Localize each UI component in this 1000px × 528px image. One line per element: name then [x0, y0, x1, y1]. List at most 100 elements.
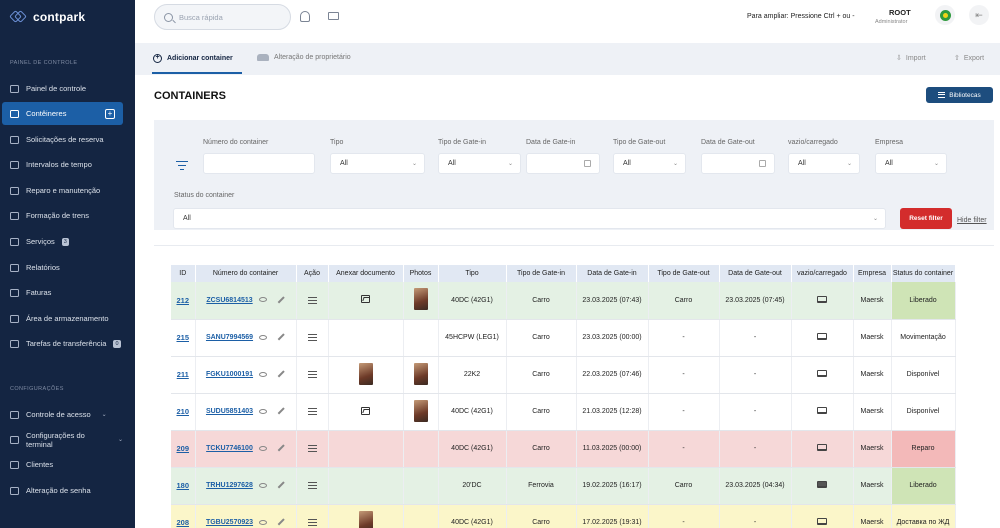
column-header[interactable]: Data de Gate-in: [576, 265, 649, 282]
row-id-link[interactable]: 210: [176, 407, 189, 416]
import-button[interactable]: ⇩ Import: [896, 54, 926, 63]
eye-icon[interactable]: [259, 519, 268, 525]
column-header[interactable]: Empresa: [853, 265, 892, 282]
container-number-input[interactable]: [203, 153, 315, 174]
table-row[interactable]: 210 SUDU5851403 40DC (42G1) Carro 21.03.2025…: [171, 393, 956, 431]
filter-icon[interactable]: [176, 161, 188, 172]
gatein-date-input[interactable]: [526, 153, 600, 174]
sidebar-item-0[interactable]: Painel de controle: [2, 77, 123, 100]
row-id-link[interactable]: 180: [176, 481, 189, 490]
edit-icon[interactable]: [277, 333, 285, 341]
eye-icon[interactable]: [259, 371, 268, 377]
table-row[interactable]: 180 TRHU1297628 20'DC Ferrovia 19.02.2025 (1…: [171, 467, 956, 505]
logout-button[interactable]: ⇤: [969, 5, 989, 25]
type-select[interactable]: All ⌄: [330, 153, 425, 174]
menu-icon[interactable]: [307, 481, 317, 489]
sidebar-item-3[interactable]: Intervalos de tempo: [2, 153, 123, 176]
photo-thumbnail[interactable]: [413, 399, 428, 422]
eye-icon[interactable]: [258, 482, 267, 488]
edit-icon[interactable]: [277, 370, 285, 378]
libraries-button[interactable]: Bibliotecas: [926, 87, 993, 103]
status-select[interactable]: All ⌄: [173, 208, 886, 229]
container-number-link[interactable]: FGKU1000191: [205, 371, 254, 378]
photo-thumbnail[interactable]: [413, 288, 428, 311]
column-header[interactable]: Tipo de Gate-in: [506, 265, 577, 282]
table-row[interactable]: 211 FGKU1000191 22K2 Carro 22.03.2025 (07:46…: [171, 356, 956, 394]
column-header[interactable]: Status do container: [891, 265, 956, 282]
menu-icon[interactable]: [307, 518, 317, 526]
search-input[interactable]: Busca rápida: [154, 4, 291, 30]
app-logo[interactable]: contpark: [9, 8, 85, 26]
tab-add-container[interactable]: + Adicionar container: [153, 54, 233, 63]
table-row[interactable]: 209 TCKU7746100 40DC (42G1) Carro 11.03.2025…: [171, 430, 956, 468]
tab-owner-change[interactable]: Alteração de proprietário: [257, 54, 351, 61]
hide-filter-link[interactable]: Hide filter: [957, 217, 987, 224]
gateout-date-input[interactable]: [701, 153, 775, 174]
sidebar-item-6[interactable]: Serviços 3: [2, 230, 123, 253]
column-header[interactable]: ID: [171, 265, 196, 282]
sidebar-config-item-3[interactable]: Alteração de senha: [2, 479, 123, 502]
mail-icon[interactable]: [328, 12, 339, 20]
menu-icon[interactable]: [307, 370, 317, 378]
sidebar-item-5[interactable]: Formação de trens: [2, 204, 123, 227]
column-header[interactable]: Anexar documento: [328, 265, 404, 282]
sidebar-item-4[interactable]: Reparo e manutenção: [2, 179, 123, 202]
row-id-link[interactable]: 212: [176, 295, 189, 305]
column-header[interactable]: Tipo: [438, 265, 507, 282]
edit-icon[interactable]: [277, 518, 285, 526]
column-header[interactable]: vazio/carregado: [791, 265, 854, 282]
column-header[interactable]: Número do container: [195, 265, 297, 282]
column-header[interactable]: Photos: [403, 265, 439, 282]
gateout-type-select[interactable]: All ⌄: [613, 153, 686, 174]
eye-icon[interactable]: [258, 445, 267, 451]
gatein-type-select[interactable]: All ⌄: [438, 153, 521, 174]
container-number-link[interactable]: TCKU7746100: [206, 445, 253, 452]
container-number-link[interactable]: ZCSU6814513: [206, 296, 253, 304]
menu-icon[interactable]: [307, 444, 317, 452]
document-thumbnail[interactable]: [358, 362, 373, 385]
row-id-link[interactable]: 209: [176, 444, 189, 453]
sidebar-config-item-2[interactable]: Clientes: [2, 453, 123, 476]
bell-icon[interactable]: [300, 11, 310, 22]
container-number-link[interactable]: TRHU1297628: [206, 482, 253, 489]
menu-icon[interactable]: [307, 333, 317, 341]
container-number-link[interactable]: TGBU2570923: [205, 519, 254, 526]
edit-icon[interactable]: [277, 407, 285, 415]
column-header[interactable]: Data de Gate-out: [719, 265, 792, 282]
document-thumbnail[interactable]: [358, 510, 373, 528]
image-icon[interactable]: [361, 295, 370, 304]
edit-icon[interactable]: [277, 444, 285, 452]
sidebar-item-7[interactable]: Relatórios: [2, 256, 123, 279]
sidebar-item-10[interactable]: Tarefas de transferência 0: [2, 332, 123, 355]
edit-icon[interactable]: [277, 296, 285, 304]
table-row[interactable]: 208 TGBU2570923 40DC (42G1) Carro 17.02.2025…: [171, 504, 956, 528]
edit-icon[interactable]: [277, 481, 285, 489]
photo-thumbnail[interactable]: [413, 362, 428, 385]
eye-icon[interactable]: [259, 334, 268, 340]
row-id-link[interactable]: 208: [176, 518, 189, 527]
empty-loaded-select[interactable]: All ⌄: [788, 153, 860, 174]
eye-icon[interactable]: [259, 408, 268, 414]
column-header[interactable]: Tipo de Gate-out: [648, 265, 720, 282]
language-flag-button[interactable]: [935, 5, 955, 25]
add-container-icon[interactable]: +: [105, 108, 115, 119]
reset-filter-button[interactable]: Reset filter: [900, 208, 952, 229]
container-number-link[interactable]: SANU7994569: [205, 334, 254, 341]
menu-icon[interactable]: [307, 296, 317, 304]
column-header[interactable]: Ação: [296, 265, 329, 282]
table-row[interactable]: 215 SANU7994569 45HCPW (LEG1) Carro 23.03.20…: [171, 319, 956, 357]
sidebar-item-8[interactable]: Faturas: [2, 281, 123, 304]
image-icon[interactable]: [361, 406, 370, 415]
row-id-link[interactable]: 211: [176, 370, 189, 379]
container-number-link[interactable]: SUDU5851403: [205, 408, 254, 415]
sidebar-item-2[interactable]: Solicitações de reserva: [2, 128, 123, 151]
sidebar-item-1[interactable]: Contêineres +: [2, 102, 123, 125]
row-id-link[interactable]: 215: [176, 333, 189, 342]
eye-icon[interactable]: [258, 297, 267, 303]
sidebar-config-item-1[interactable]: Configurações do terminal ⌄: [2, 428, 123, 451]
menu-icon[interactable]: [307, 407, 317, 415]
sidebar-config-item-0[interactable]: Controle de acesso ⌄: [2, 403, 123, 426]
sidebar-item-9[interactable]: Área de armazenamento: [2, 307, 123, 330]
export-button[interactable]: ⇧ Export: [954, 54, 984, 63]
table-row[interactable]: 212 ZCSU6814513 40DC (42G1) Carro 23.03.2025…: [171, 282, 956, 320]
